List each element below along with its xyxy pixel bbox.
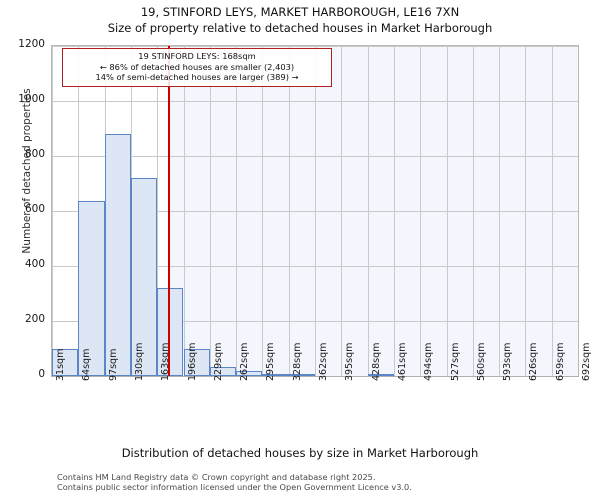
footer-line-land-registry: Contains HM Land Registry data © Crown c… — [57, 472, 376, 482]
gridline-vertical — [420, 46, 422, 376]
x-axis-tick-label: 196sqm — [186, 342, 198, 381]
property-size-marker-line — [168, 46, 171, 376]
chart-title-block: 19, STINFORD LEYS, MARKET HARBOROUGH, LE… — [0, 4, 600, 36]
gridline-vertical — [446, 46, 448, 376]
gridline-vertical — [341, 46, 343, 376]
annotation-line-property: 19 STINFORD LEYS: 168sqm — [138, 51, 256, 61]
gridline-vertical — [525, 46, 527, 376]
histogram-bar — [209, 367, 237, 376]
gridline-vertical — [499, 46, 501, 376]
histogram-bar — [288, 374, 315, 376]
gridline-vertical — [157, 46, 159, 376]
marker-annotation-box: 19 STINFORD LEYS: 168sqm ← 86% of detach… — [62, 48, 332, 87]
x-axis-tick-label: 31sqm — [55, 348, 66, 381]
gridline-vertical — [472, 46, 474, 376]
x-axis-tick-label: 395sqm — [344, 342, 356, 381]
histogram-bar — [236, 371, 263, 376]
gridline-vertical — [52, 46, 53, 376]
gridline-vertical — [578, 46, 579, 376]
histogram-bar — [183, 348, 210, 376]
plot-area — [51, 45, 579, 377]
x-axis-tick-label: 659sqm — [554, 342, 566, 381]
histogram-bar — [52, 348, 79, 376]
y-axis-tick-label: 200 — [24, 313, 45, 325]
gridline-vertical — [393, 46, 395, 376]
x-axis-tick-label: 461sqm — [396, 342, 408, 381]
x-axis-tick-label: 130sqm — [133, 342, 145, 381]
x-axis-tick-label: 692sqm — [581, 342, 592, 381]
x-axis-tick-label: 527sqm — [449, 342, 461, 381]
x-axis-tick-label: 64sqm — [81, 348, 93, 381]
annotation-line-smaller: ← 86% of detached houses are smaller (2,… — [99, 61, 295, 72]
x-axis-tick-label: 593sqm — [502, 342, 514, 381]
footer-line-ogl: Contains public sector information licen… — [57, 481, 412, 492]
histogram-bar — [157, 288, 184, 376]
gridline-vertical — [236, 46, 238, 376]
x-axis-label: Distribution of detached houses by size … — [121, 446, 479, 460]
histogram-bar — [104, 134, 131, 376]
annotation-line-larger: 14% of semi-detached houses are larger (… — [95, 72, 299, 82]
gridline-vertical — [183, 46, 185, 376]
x-axis-tick-label: 328sqm — [291, 342, 303, 381]
x-axis-tick-label: 262sqm — [239, 342, 251, 381]
gridline-vertical — [209, 46, 211, 376]
gridline-vertical — [315, 46, 316, 376]
x-axis-tick-label: 295sqm — [265, 342, 277, 381]
gridline-vertical — [551, 46, 553, 376]
x-axis-tick-label: 428sqm — [370, 342, 382, 381]
y-axis-tick-label: 0 — [38, 368, 45, 380]
histogram-bar — [262, 374, 289, 376]
x-axis-tick-label: 626sqm — [528, 342, 540, 381]
chart-subtitle: Size of property relative to detached ho… — [107, 21, 493, 35]
histogram-bar — [130, 178, 158, 376]
x-axis-tick-label: 494sqm — [423, 342, 435, 381]
x-axis-tick-label: 229sqm — [212, 342, 224, 381]
gridline-vertical — [367, 46, 369, 376]
gridline-vertical — [262, 46, 264, 376]
page-title: 19, STINFORD LEYS, MARKET HARBOROUGH, LE… — [140, 5, 460, 19]
x-axis-tick-label: 560sqm — [475, 342, 487, 381]
histogram-bar — [367, 374, 394, 376]
x-axis-tick-label: 362sqm — [318, 342, 329, 381]
gridline-vertical — [288, 46, 290, 376]
histogram-bar — [78, 201, 105, 376]
footer-attribution: Contains HM Land Registry data © Crown c… — [57, 472, 597, 492]
y-axis-label: Number of detached properties — [21, 88, 33, 254]
x-axis-tick-label: 97sqm — [107, 348, 119, 381]
